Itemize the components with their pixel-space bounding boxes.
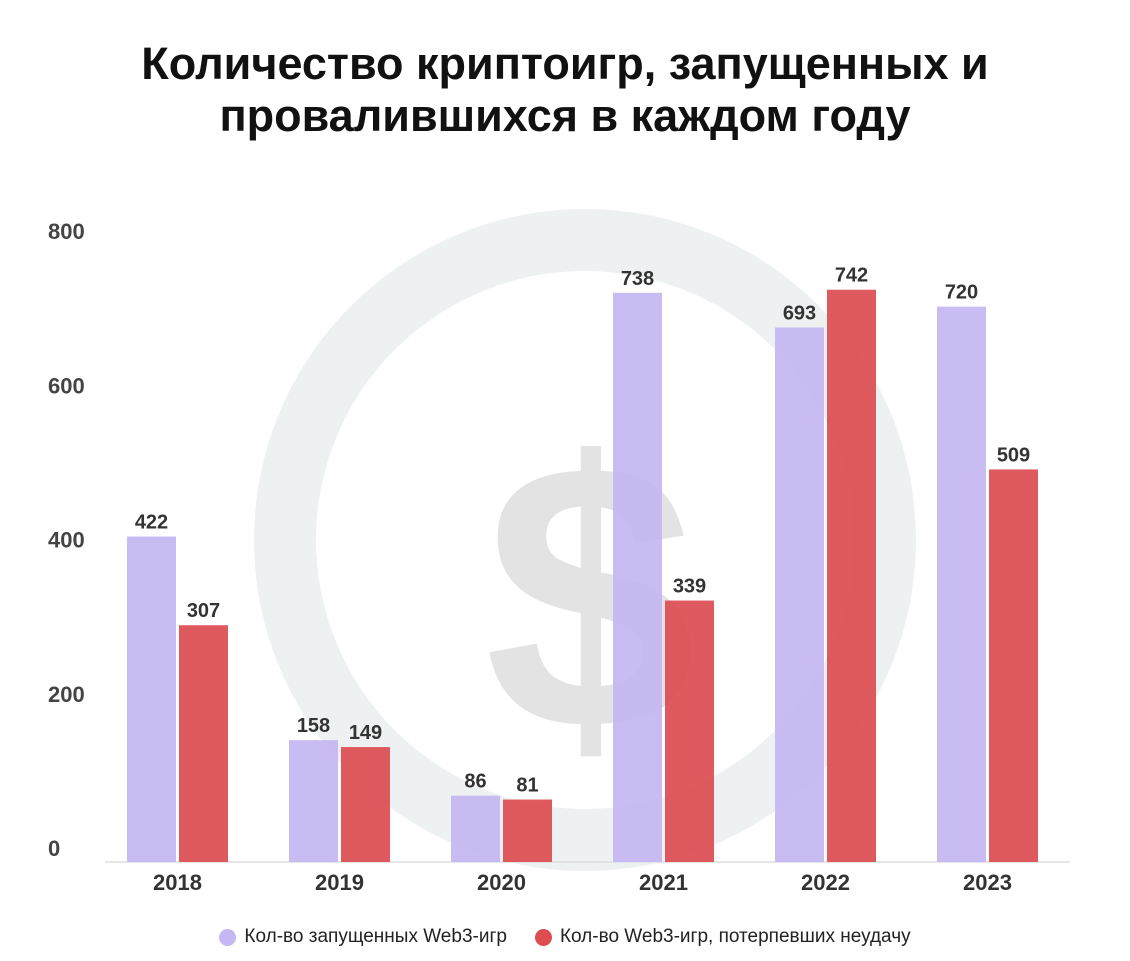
chart-title-line-2: провалившихся в каждом году — [219, 90, 911, 141]
bar-launched-2023 — [937, 306, 986, 862]
chart-title: Количество криптоигр, запущенных и прова… — [0, 38, 1130, 142]
bar-launched-2022 — [775, 327, 824, 862]
legend-label-launched: Кол-во запущенных Web3-игр — [244, 926, 507, 947]
data-labels: 422 307 158 149 86 81 738 339 693 742 720 509 — [135, 265, 1030, 797]
legend-item-failed: Кол-во Web3-игр, потерпевших неудачу — [534, 926, 911, 948]
data-label-launched-2021: 738 — [621, 268, 654, 290]
svg-text:$: $ — [484, 384, 695, 809]
data-label-failed-2019: 149 — [349, 722, 382, 744]
bar-failed-2023 — [989, 469, 1038, 862]
bar-failed-2018 — [179, 625, 228, 862]
y-tick-label: 0 — [48, 836, 60, 861]
bar-launched-2020 — [451, 795, 500, 862]
bar-failed-2020 — [503, 799, 552, 862]
data-label-failed-2020: 81 — [516, 775, 538, 797]
x-tick-label: 2021 — [639, 870, 688, 895]
y-tick-label: 400 — [48, 528, 85, 553]
chart-title-line-1: Количество криптоигр, запущенных и — [141, 38, 989, 89]
y-tick-label: 600 — [48, 373, 85, 398]
x-tick-label: 2018 — [153, 870, 202, 895]
data-label-failed-2018: 307 — [187, 600, 220, 622]
bar-launched-2021 — [613, 292, 662, 862]
legend-item-launched: Кол-во запущенных Web3-игр — [219, 926, 507, 948]
x-tick-label: 2023 — [963, 870, 1012, 895]
y-tick-label: 800 — [48, 219, 85, 244]
data-label-failed-2021: 339 — [673, 576, 706, 598]
data-label-failed-2023: 509 — [997, 444, 1030, 466]
bar-failed-2019 — [341, 747, 390, 862]
bars — [127, 289, 1038, 862]
x-tick-label: 2019 — [315, 870, 364, 895]
data-label-failed-2022: 742 — [835, 265, 868, 287]
y-axis: 0 200 400 600 800 — [48, 219, 85, 861]
legend-label-failed: Кол-во Web3-игр, потерпевших неудачу — [559, 926, 911, 947]
data-label-launched-2020: 86 — [464, 771, 486, 793]
legend: Кол-во запущенных Web3-игр Кол-во Web3-и… — [0, 926, 1130, 948]
x-axis: 2018 2019 2020 2021 2022 2023 — [153, 870, 1012, 895]
legend-swatch-launched — [219, 928, 237, 946]
bar-failed-2022 — [827, 289, 876, 862]
x-tick-label: 2020 — [477, 870, 526, 895]
data-label-launched-2023: 720 — [945, 282, 978, 304]
legend-swatch-failed — [534, 928, 552, 946]
data-label-launched-2018: 422 — [135, 512, 168, 534]
x-tick-label: 2022 — [801, 870, 850, 895]
bar-launched-2019 — [289, 740, 338, 862]
bar-failed-2021 — [665, 600, 714, 862]
y-tick-label: 200 — [48, 682, 85, 707]
data-label-launched-2019: 158 — [297, 715, 330, 737]
data-label-launched-2022: 693 — [783, 303, 816, 325]
bar-launched-2018 — [127, 536, 176, 862]
